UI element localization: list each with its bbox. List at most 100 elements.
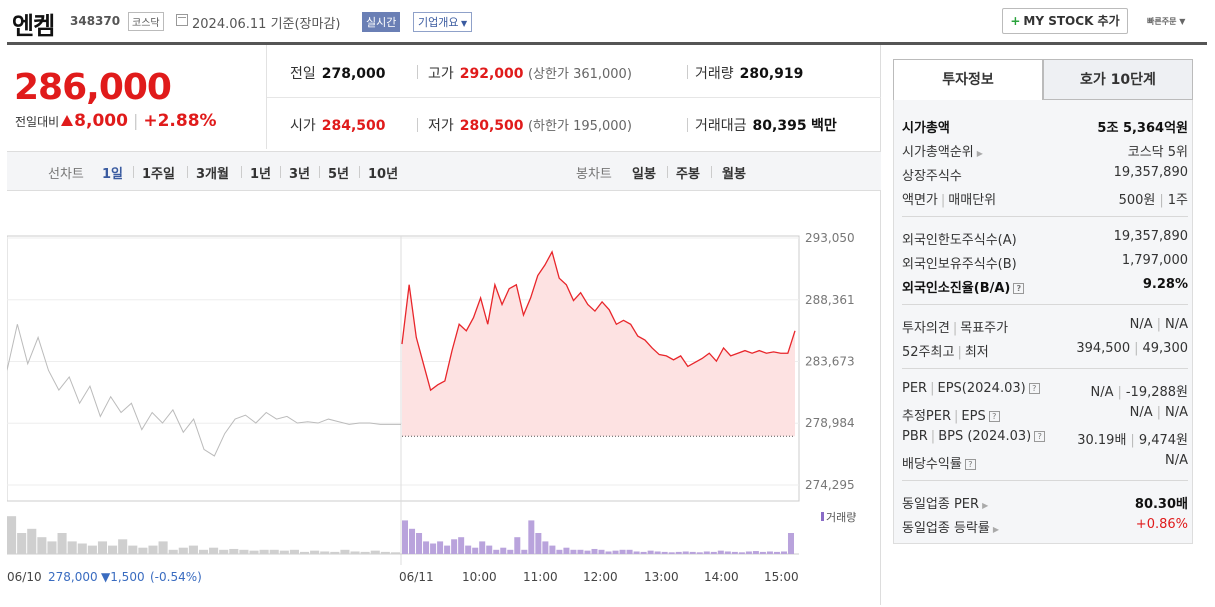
divider: | [954, 409, 959, 424]
divider [687, 65, 688, 79]
info-row: 52주최고 | 최저 394,500 | 49,300 [902, 338, 1188, 360]
today-volume-bar [479, 541, 486, 554]
help-icon[interactable]: ? [964, 459, 976, 470]
today-volume-bar [542, 541, 549, 554]
quote-date: 2024.06.11 기준(장마감) [192, 17, 341, 32]
divider: | [940, 193, 946, 208]
live-button[interactable]: 실시간 [362, 12, 401, 32]
tab-1day[interactable]: 1일 [102, 167, 124, 182]
today-volume-bar [675, 551, 682, 554]
tab-1year[interactable]: 1년 [250, 167, 272, 182]
price-chart[interactable]: 293,050 288,361 283,673 278,984 274,295 거래량 06… [6, 192, 881, 605]
prev-volume-bar [47, 541, 57, 554]
high-label: 고가 [428, 66, 454, 82]
prev-volume-bar [259, 549, 269, 554]
today-volume-bar [472, 547, 479, 554]
info-row[interactable]: 시가총액순위 ▶ 코스닥 5위 [902, 138, 1188, 160]
x-tick-label: 13:00 [644, 570, 679, 584]
info-value-text: 80.30배 [1134, 497, 1188, 512]
open-label: 시가 [290, 118, 316, 134]
prev-volume-bar [340, 549, 350, 554]
help-icon[interactable]: ? [1034, 431, 1046, 442]
calendar-icon [176, 14, 188, 26]
info-label-text: 액면가 [902, 193, 938, 208]
prev-volume-bar [350, 551, 360, 554]
prev-volume-bar [17, 533, 27, 554]
info-label: 배당수익률? [902, 453, 976, 472]
prev-volume-bar [158, 541, 168, 554]
today-volume-bar [486, 545, 493, 554]
tab-order-book-10[interactable]: 호가 10단계 [1043, 59, 1193, 100]
company-overview-dropdown[interactable]: 기업개요 ▼ [413, 12, 473, 32]
y-tick-label: 293,050 [805, 231, 855, 245]
prev-volume-bar [370, 550, 380, 554]
today-volume-bar [549, 545, 556, 554]
info-value-text: 코스닥 5위 [1127, 145, 1188, 160]
today-volume-bar [423, 541, 430, 554]
tab-investment-info[interactable]: 투자정보 [893, 59, 1043, 100]
x-tick-label: 06/11 [399, 570, 434, 584]
low-value: 280,500 [459, 118, 524, 134]
add-my-stock-button[interactable]: + MY STOCK 추가 [1002, 8, 1128, 34]
info-row[interactable]: 동일업종 등락률 ▶ +0.86% [902, 514, 1188, 536]
stats-row: 시가 284,500 저가 280,500 (하한가 195,000) 거래대금 80… [267, 97, 881, 149]
prev-volume-bar [198, 549, 209, 554]
volume-legend-swatch [821, 512, 824, 521]
open-value: 284,500 [321, 118, 386, 134]
price-box: 286,000 전일대비 8,000 | +2.88% [7, 45, 267, 149]
tab-5year[interactable]: 5년 [328, 167, 350, 182]
open-price: 시가 284,500 [290, 115, 386, 135]
prev-volume-bar [229, 548, 239, 554]
today-volume-bar [528, 520, 535, 554]
prev-volume-bar [67, 541, 77, 554]
info-label: PBR | BPS (2024.03)? [902, 429, 1046, 444]
info-label-text: 추정PER [902, 409, 952, 424]
tab-3month[interactable]: 3개월 [196, 167, 229, 182]
quick-order-dropdown[interactable]: 빠른주문 ▼ [1147, 13, 1185, 28]
chart-period-tabs: 선차트 1일 1주일 3개월 1년 3년 5년 10년 봉차트 일봉 주봉 월봉 [7, 151, 881, 191]
info-row[interactable]: 동일업종 PER ▶ 80.30배 [902, 490, 1188, 512]
amount-unit: 백만 [811, 118, 837, 134]
info-label-text: 외국인소진율(B/A) [902, 281, 1011, 296]
help-icon[interactable]: ? [1013, 283, 1025, 294]
today-line [401, 250, 796, 392]
today-volume-bar [619, 549, 626, 554]
info-value: 5조 5,364억원 [1097, 117, 1188, 136]
help-icon[interactable]: ? [1028, 383, 1040, 394]
tab-daily-candle[interactable]: 일봉 [632, 167, 656, 182]
x-tick-label: 14:00 [704, 570, 739, 584]
tab-1week[interactable]: 1주일 [142, 167, 175, 182]
divider [902, 216, 1188, 217]
info-label-text: PBR [902, 429, 928, 444]
info-value: 19,357,890 [1114, 229, 1188, 244]
prev-day-line [6, 324, 401, 457]
prev-volume-bar [138, 547, 148, 554]
divider: | [1159, 193, 1164, 208]
info-value-text: 9,474원 [1138, 433, 1188, 448]
info-value-text: -19,288원 [1125, 385, 1188, 400]
candle-chart-label: 봉차트 [576, 167, 612, 182]
info-value-text: 49,300 [1142, 341, 1189, 356]
info-label-text: 52주최고 [902, 345, 955, 360]
today-volume-bar [626, 549, 633, 554]
prev-day-rate: (-0.54%) [150, 570, 202, 584]
prev-volume-bar [219, 549, 229, 554]
volume-legend-label: 거래량 [826, 511, 856, 524]
help-icon[interactable]: ? [988, 411, 1000, 422]
prev-close-label: 전일 [290, 66, 316, 82]
today-area [402, 251, 795, 437]
today-volume-bar [598, 549, 605, 554]
divider [687, 118, 688, 132]
tab-10year[interactable]: 10년 [368, 167, 399, 182]
tab-weekly-candle[interactable]: 주봉 [676, 167, 700, 182]
today-volume-bar [787, 533, 794, 554]
info-label-text: 외국인보유주식수(B) [902, 257, 1017, 272]
tab-monthly-candle[interactable]: 월봉 [722, 167, 746, 182]
y-tick-label: 283,673 [805, 354, 855, 368]
info-label: 상장주식수 [902, 165, 962, 184]
tab-3year[interactable]: 3년 [289, 167, 311, 182]
today-volume-bar [780, 551, 787, 554]
info-label-text: 동일업종 PER [902, 497, 980, 512]
info-value-text: 19,357,890 [1113, 165, 1188, 180]
info-label-text: EPS(2024.03) [937, 381, 1026, 396]
